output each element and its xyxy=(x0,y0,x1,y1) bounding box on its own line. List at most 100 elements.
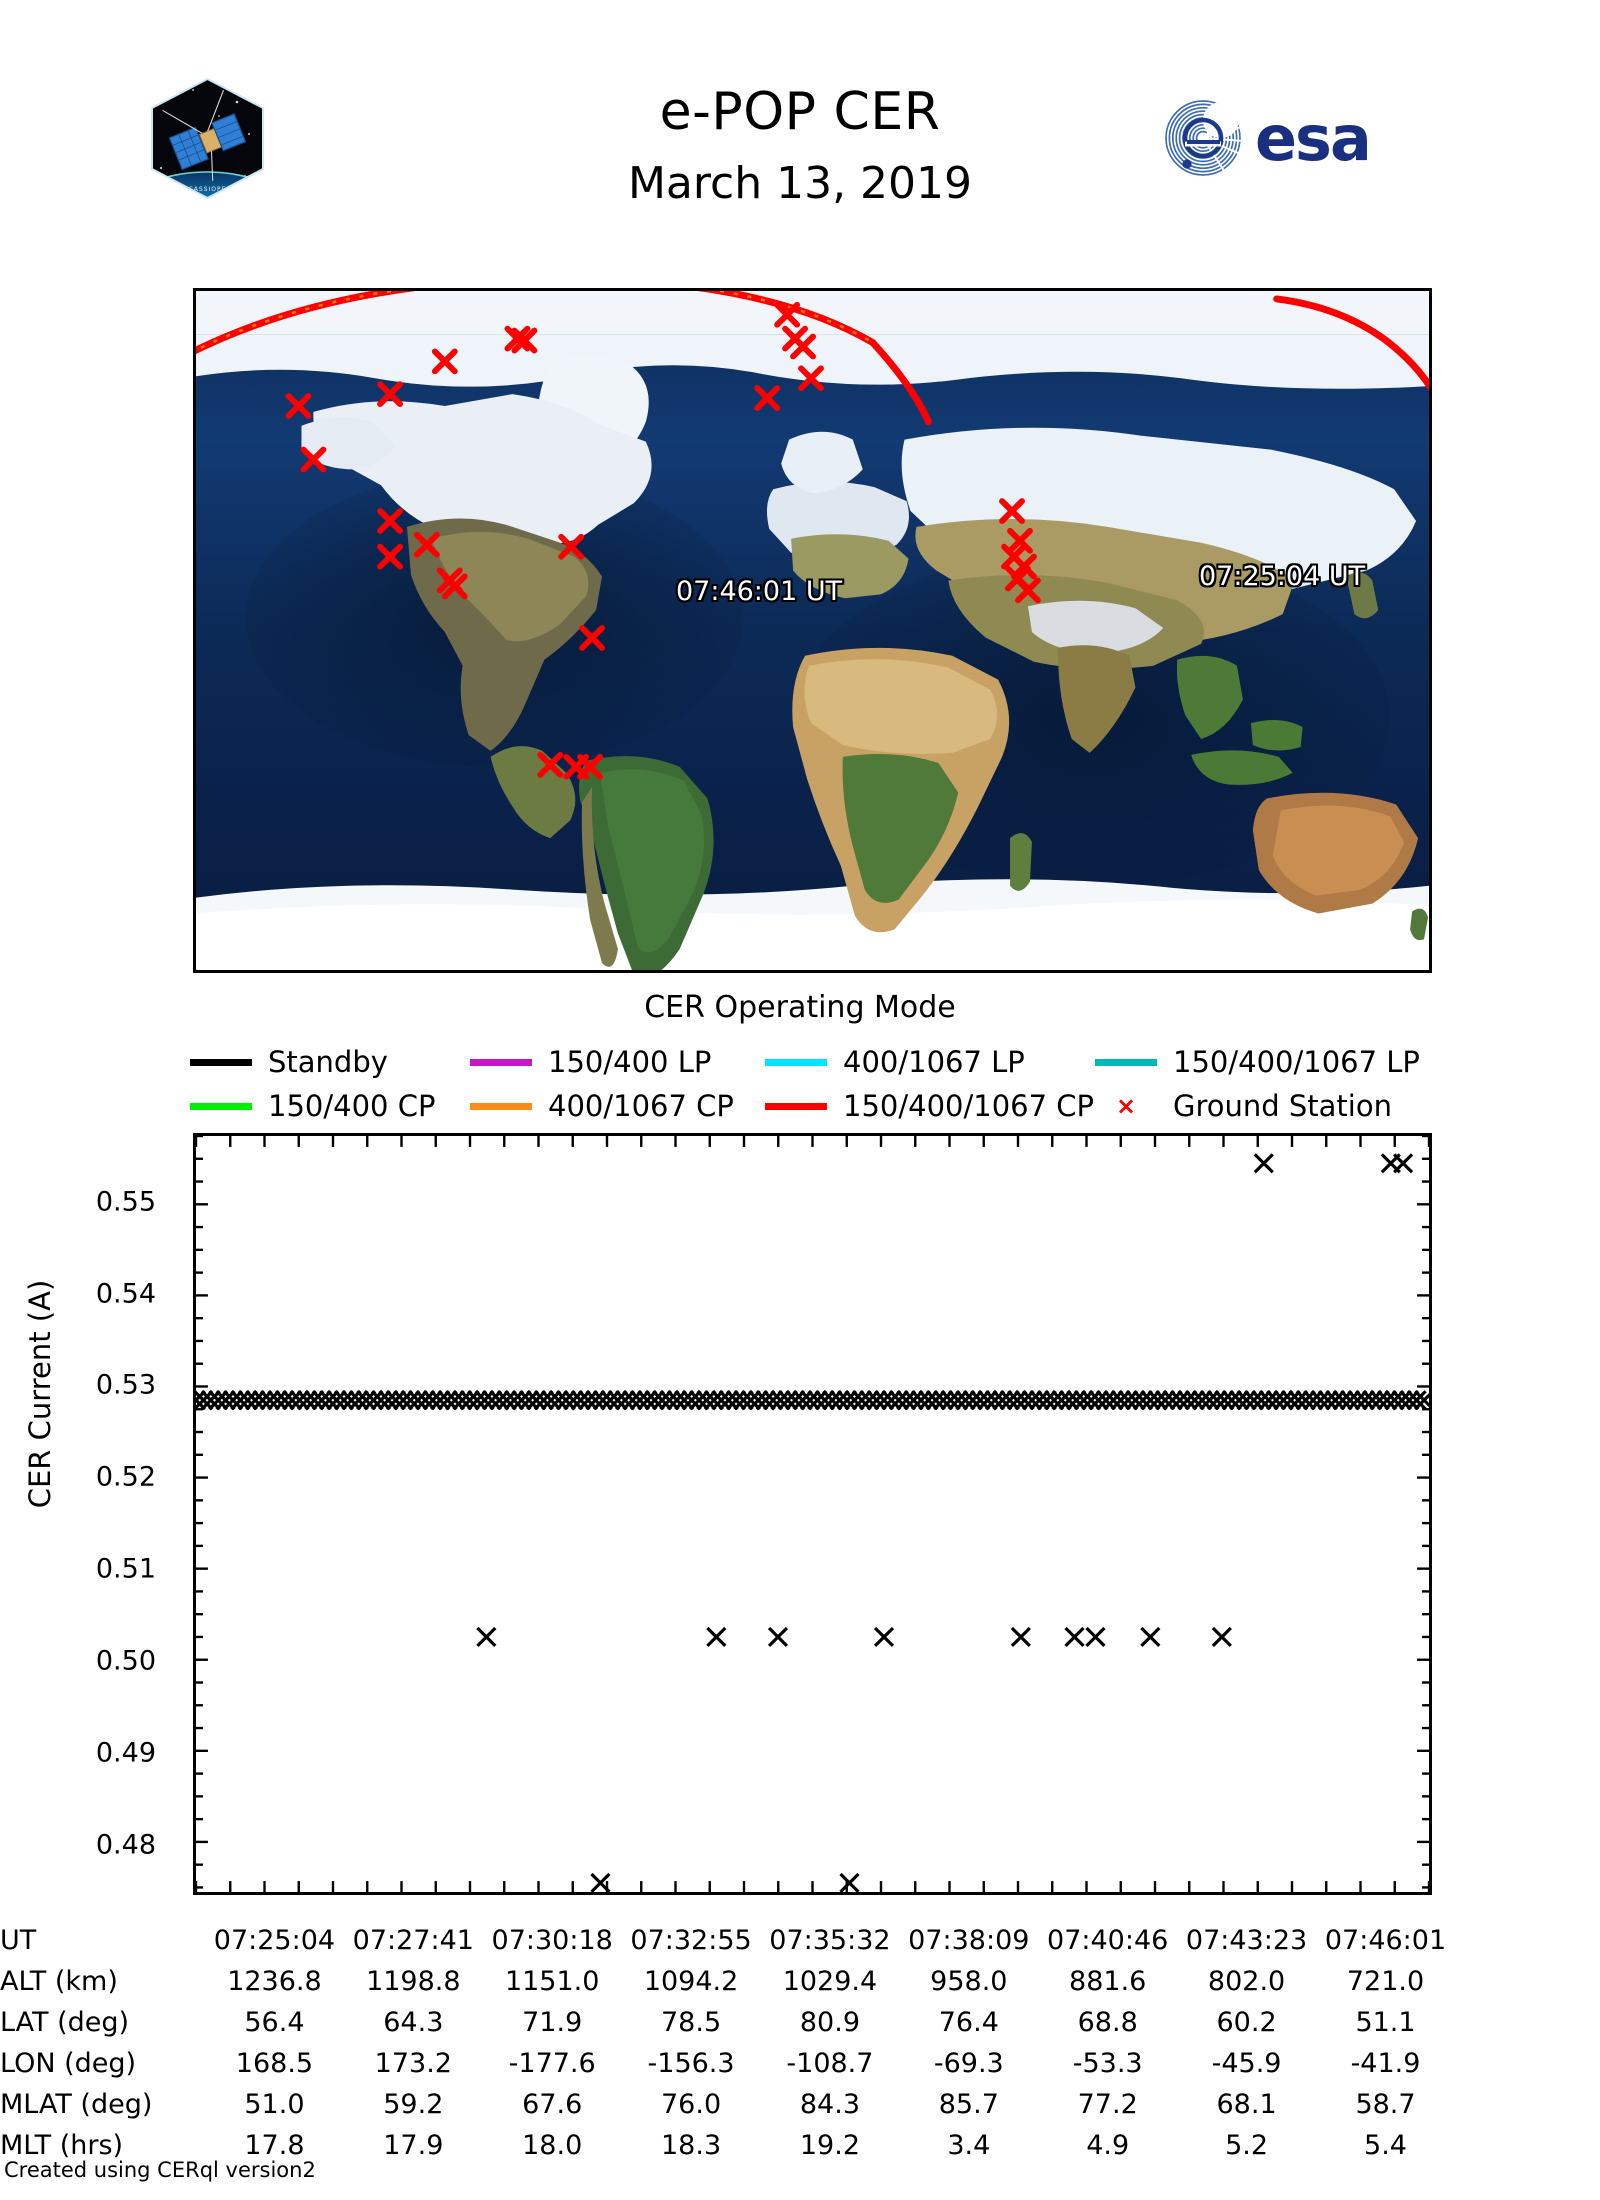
table-row-label: LON (deg) xyxy=(0,2048,137,2079)
legend-item-ground-station[interactable]: × Ground Station xyxy=(1095,1089,1392,1123)
table-cell: 84.3 xyxy=(799,2089,860,2120)
table-cell: 18.0 xyxy=(522,2130,583,2161)
table-row: UT 07:25:04 07:27:41 07:30:18 07:32:55 07:35:… xyxy=(0,1920,1455,1961)
table-cell: 07:30:18 xyxy=(491,1925,613,1956)
table-cell: 721.0 xyxy=(1346,1966,1425,1997)
scatter-plot-canvas xyxy=(196,1136,1429,1892)
page-header: CASSIOPE e-POP CER March 13, 2019 xyxy=(0,0,1600,270)
y-tick-label: 0.50 xyxy=(95,1645,156,1677)
table-cell: 1236.8 xyxy=(227,1966,322,1997)
y-tick-label: 0.54 xyxy=(95,1278,156,1310)
y-tick-label: 0.55 xyxy=(95,1186,156,1218)
table-cell: 18.3 xyxy=(661,2130,722,2161)
table-cell: 07:25:04 xyxy=(213,1925,336,1956)
table-cell: 67.6 xyxy=(522,2089,583,2120)
table-cell: 17.9 xyxy=(383,2130,444,2161)
150-400-cp-color-swatch xyxy=(190,1102,252,1110)
table-row: MLAT (deg) 51.0 59.2 67.6 76.0 84.3 85.7 77.2 68… xyxy=(0,2084,1455,2125)
legend: Standby 150/400 LP 400/1067 LP 150/400/1… xyxy=(190,1040,1440,1128)
legend-label: Standby xyxy=(268,1045,388,1079)
title-block: e-POP CER March 13, 2019 xyxy=(400,86,1200,206)
esa-agency-logo: esa xyxy=(1163,98,1453,178)
table-cell: 1029.4 xyxy=(782,1966,878,1997)
150-400-1067-cp-color-swatch xyxy=(765,1102,827,1110)
table-cell: 07:40:46 xyxy=(1047,1925,1169,1956)
table-cell: -156.3 xyxy=(647,2048,735,2079)
table-cell: 07:27:41 xyxy=(352,1925,474,1956)
table-cell: -69.3 xyxy=(933,2048,1004,2079)
table-cell: 60.2 xyxy=(1216,2007,1277,2038)
footer-credit: Created using CERql version2 xyxy=(4,2158,316,2182)
y-axis-tick-labels: 0.55 0.54 0.53 0.52 0.51 0.50 0.49 0.48 xyxy=(0,1133,178,1895)
table-cell: 76.4 xyxy=(938,2007,999,2038)
table-cell: 07:35:32 xyxy=(769,1925,891,1956)
legend-item-150-400-1067-cp[interactable]: 150/400/1067 CP xyxy=(765,1089,1095,1123)
table-cell: 59.2 xyxy=(383,2089,444,2120)
table-row-label: UT xyxy=(0,1925,37,1956)
page-title: e-POP CER xyxy=(659,82,941,142)
table-cell: 168.5 xyxy=(235,2048,314,2079)
table-cell: 07:32:55 xyxy=(630,1925,752,1956)
legend-label: 150/400 LP xyxy=(548,1045,712,1079)
ephemeris-table-wrap: UT 07:25:04 07:27:41 07:30:18 07:32:55 07:35:… xyxy=(0,1920,1600,2166)
table-row-label: MLT (hrs) xyxy=(0,2130,124,2161)
table-cell: 802.0 xyxy=(1207,1966,1286,1997)
y-tick-label: 0.51 xyxy=(95,1553,156,1585)
legend-item-150-400-cp[interactable]: 150/400 CP xyxy=(190,1089,470,1123)
legend-item-400-1067-lp[interactable]: 400/1067 LP xyxy=(765,1045,1095,1079)
table-cell: 85.7 xyxy=(938,2089,999,2120)
table-cell: 4.9 xyxy=(1086,2130,1130,2161)
table-cell: 78.5 xyxy=(661,2007,722,2038)
table-row: ALT (km) 1236.8 1198.8 1151.0 1094.2 1029.4 95… xyxy=(0,1961,1455,2002)
svg-text:CASSIOPE: CASSIOPE xyxy=(189,186,227,193)
table-cell: 68.8 xyxy=(1077,2007,1138,2038)
svg-text:esa: esa xyxy=(1255,102,1370,175)
table-cell: 1094.2 xyxy=(643,1966,739,1997)
table-cell: 173.2 xyxy=(374,2048,452,2079)
table-cell: 58.7 xyxy=(1355,2089,1416,2120)
world-map-image xyxy=(196,291,1429,970)
table-cell: -108.7 xyxy=(786,2048,874,2079)
table-cell: 68.1 xyxy=(1216,2089,1277,2120)
table-cell: -45.9 xyxy=(1211,2048,1282,2079)
table-cell: 71.9 xyxy=(522,2007,583,2038)
legend-item-standby[interactable]: Standby xyxy=(190,1045,470,1079)
table-cell: 07:46:01 xyxy=(1324,1925,1447,1956)
table-row: MLT (hrs) 17.8 17.9 18.0 18.3 19.2 3.4 4.9 5.2 5.… xyxy=(0,2125,1455,2166)
cer-current-scatter-plot[interactable] xyxy=(193,1133,1432,1895)
table-cell: 80.9 xyxy=(799,2007,860,2038)
legend-label: 400/1067 CP xyxy=(548,1089,734,1123)
table-row: LON (deg) 168.5 173.2 -177.6 -156.3 -108.7 -69… xyxy=(0,2043,1455,2084)
table-cell: 19.2 xyxy=(799,2130,860,2161)
table-cell: 07:43:23 xyxy=(1185,1925,1308,1956)
world-map-panel[interactable]: 07:46:01 UT 07:25:04 UT xyxy=(193,288,1432,973)
table-cell: -177.6 xyxy=(508,2048,596,2079)
data-point-markers xyxy=(196,1153,1429,1892)
page-date: March 13, 2019 xyxy=(627,158,973,209)
legend-label: Ground Station xyxy=(1173,1089,1392,1123)
table-cell: 76.0 xyxy=(661,2089,722,2120)
standby-color-swatch xyxy=(190,1058,252,1066)
map-timestamp-start: 07:25:04 UT xyxy=(1199,561,1366,592)
legend-label: 150/400/1067 CP xyxy=(843,1089,1095,1123)
table-cell: -41.9 xyxy=(1350,2048,1421,2079)
map-timestamp-end: 07:46:01 UT xyxy=(676,576,843,607)
table-cell: 5.2 xyxy=(1225,2130,1269,2161)
table-cell: -53.3 xyxy=(1072,2048,1143,2079)
table-cell: 5.4 xyxy=(1364,2130,1407,2161)
table-cell: 3.4 xyxy=(947,2130,991,2161)
legend-label: 400/1067 LP xyxy=(843,1045,1025,1079)
legend-title: CER Operating Mode xyxy=(644,990,956,1025)
table-cell: 51.0 xyxy=(244,2089,305,2120)
table-row: LAT (deg) 56.4 64.3 71.9 78.5 80.9 76.4 68.8 60.… xyxy=(0,2002,1455,2043)
ground-station-marker-icon: × xyxy=(1115,1092,1137,1120)
legend-item-400-1067-cp[interactable]: 400/1067 CP xyxy=(470,1089,765,1123)
legend-row-2: 150/400 CP 400/1067 CP 150/400/1067 CP ×… xyxy=(190,1084,1440,1128)
150-400-lp-color-swatch xyxy=(470,1058,532,1066)
y-tick-label: 0.52 xyxy=(95,1461,156,1493)
legend-item-150-400-1067-lp[interactable]: 150/400/1067 LP xyxy=(1095,1045,1420,1079)
cassiope-mission-logo: CASSIOPE xyxy=(145,76,270,201)
ephemeris-table: UT 07:25:04 07:27:41 07:30:18 07:32:55 07:35:… xyxy=(0,1920,1455,2166)
legend-item-150-400-lp[interactable]: 150/400 LP xyxy=(470,1045,765,1079)
table-row-label: ALT (km) xyxy=(0,1966,118,1997)
